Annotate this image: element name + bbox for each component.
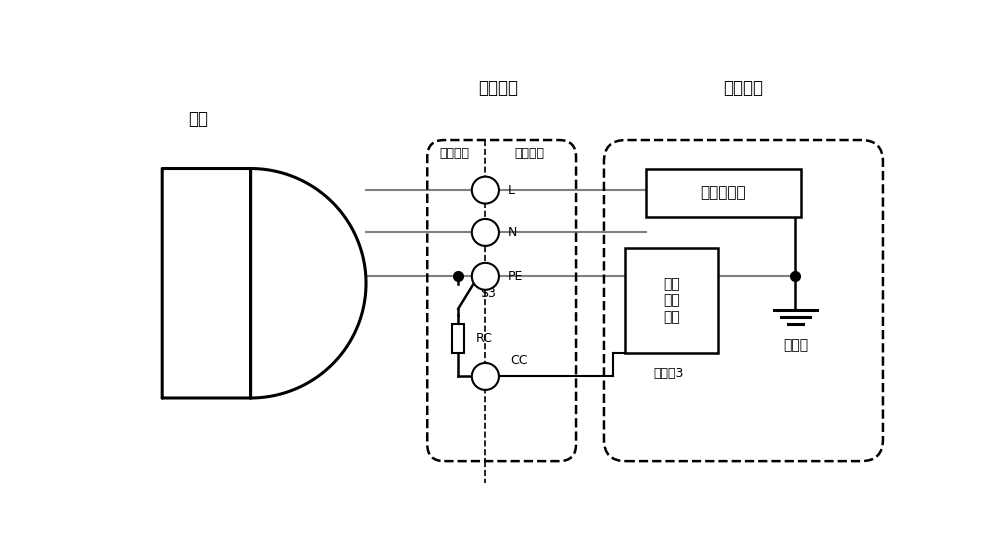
Circle shape <box>472 219 499 246</box>
Text: 车辆插座: 车辆插座 <box>515 147 545 160</box>
Text: 电动汽车: 电动汽车 <box>723 79 763 98</box>
Text: N: N <box>508 226 518 239</box>
Text: RC: RC <box>475 332 492 345</box>
Text: 车辆
控制
装置: 车辆 控制 装置 <box>663 277 680 324</box>
Text: 2: 2 <box>481 226 490 239</box>
Bar <box>625 248 718 353</box>
Text: PE: PE <box>508 270 524 283</box>
Text: L: L <box>508 183 515 197</box>
Circle shape <box>472 177 499 203</box>
Bar <box>646 169 801 217</box>
Circle shape <box>472 363 499 390</box>
Text: 车身地: 车身地 <box>783 338 808 352</box>
Circle shape <box>472 263 499 290</box>
Text: CC: CC <box>511 354 528 367</box>
Text: 车辆接口: 车辆接口 <box>479 79 519 98</box>
Text: 1: 1 <box>481 183 490 197</box>
Text: 4: 4 <box>481 370 490 383</box>
Text: 车辆插头: 车辆插头 <box>439 147 469 160</box>
Text: 3: 3 <box>481 270 490 283</box>
Text: 插头: 插头 <box>189 110 209 128</box>
Text: S3: S3 <box>480 287 496 300</box>
Text: 车载充电机: 车载充电机 <box>700 185 746 200</box>
Bar <box>452 324 464 353</box>
Text: 检测点3: 检测点3 <box>654 367 684 380</box>
